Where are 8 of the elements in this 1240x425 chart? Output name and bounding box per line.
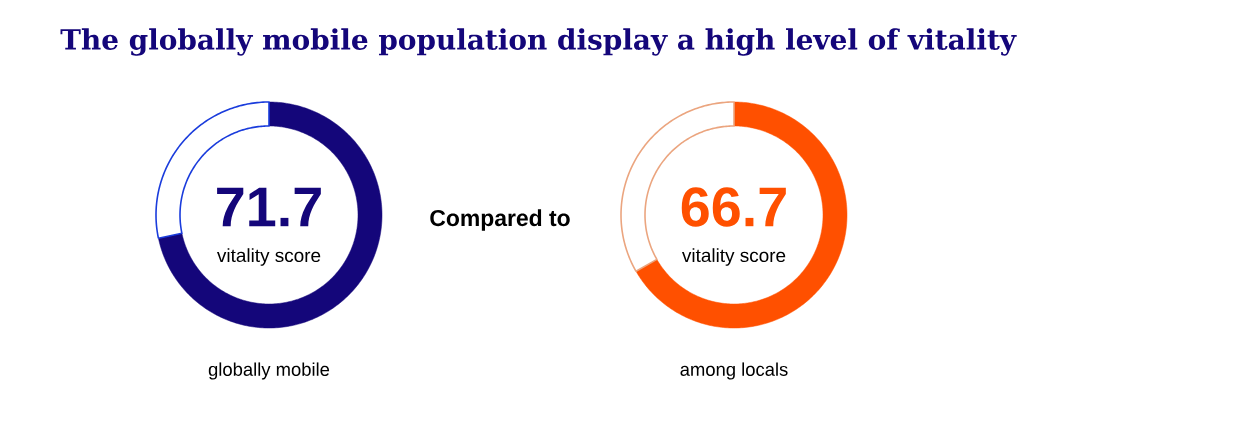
data-label: 66.7 bbox=[681, 187, 786, 227]
slice-label: vitality score bbox=[217, 248, 321, 266]
text: globally mobile bbox=[208, 362, 330, 380]
slice-label: vitality score bbox=[682, 248, 786, 266]
text: The globally mobile population display a high level of vitality bbox=[60, 28, 1017, 56]
data-label: 71.7 bbox=[217, 187, 321, 227]
text: among locals bbox=[680, 362, 788, 380]
text: Compared to bbox=[430, 209, 570, 231]
